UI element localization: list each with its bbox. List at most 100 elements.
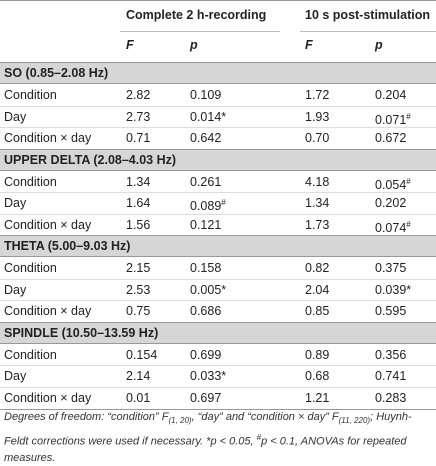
row-label: Condition <box>4 88 57 102</box>
cell: 0.595 <box>375 304 407 318</box>
cell: 2.73 <box>126 109 151 124</box>
cell: 0.699 <box>190 347 222 362</box>
footnote-text: ; Huynh-Feldt corrections were used if n… <box>4 411 412 448</box>
cell: 0.121 <box>190 217 222 232</box>
footnote: Degrees of freedom: “condition” F(1, 20)… <box>4 409 434 466</box>
section-title: THETA (5.00–9.03 Hz) <box>4 239 131 253</box>
row-label: Day <box>4 109 27 124</box>
row-label: Day <box>4 196 27 210</box>
cell: 0.71 <box>126 131 151 145</box>
cell-marker: # <box>406 176 411 186</box>
cell: 0.642 <box>190 131 222 145</box>
row-rule <box>0 213 436 215</box>
section-band <box>0 235 436 257</box>
rule <box>120 31 280 32</box>
row-label: Condition <box>4 261 57 275</box>
row-rule <box>0 365 436 366</box>
cell-marker: # <box>221 198 226 207</box>
cell: 0.70 <box>305 131 330 145</box>
cell: 0.089# <box>190 195 226 214</box>
row-label: Condition × day <box>4 390 92 405</box>
cell: 0.75 <box>126 304 151 318</box>
row-rule <box>0 300 436 301</box>
cell: 0.054# <box>375 174 411 193</box>
cell: 1.73 <box>305 217 330 232</box>
group-header: 10 s post-stimulation <box>305 8 431 22</box>
cell: 0.039* <box>375 282 412 297</box>
cell: 0.109 <box>190 88 222 102</box>
cell: 1.64 <box>126 196 151 210</box>
rule <box>300 31 436 32</box>
rule <box>0 0 436 1</box>
cell: 1.34 <box>126 174 151 189</box>
cell: 0.85 <box>305 304 330 318</box>
cell-value: 0.071 <box>375 112 407 127</box>
cell-value: 0.074 <box>375 220 407 235</box>
row-label: Condition <box>4 347 57 362</box>
cell: 0.033* <box>190 369 227 383</box>
cell: 0.697 <box>190 390 222 405</box>
row-rule <box>0 278 436 280</box>
cell: 0.074# <box>375 217 411 236</box>
section-band <box>0 321 436 344</box>
cell: 1.93 <box>305 109 330 124</box>
section-title: SPINDLE (10.50–13.59 Hz) <box>4 325 159 340</box>
cell: 1.72 <box>305 88 330 102</box>
col-header: p <box>190 38 198 52</box>
cell: 0.261 <box>190 174 222 189</box>
rule <box>0 409 436 410</box>
cell: 0.741 <box>375 369 407 383</box>
cell: 2.14 <box>126 369 151 383</box>
row-label: Day <box>4 282 27 297</box>
cell: 0.154 <box>126 347 158 362</box>
cell-marker: # <box>406 111 411 121</box>
row-label: Condition <box>4 174 57 189</box>
cell: 0.375 <box>375 261 407 275</box>
row-label: Condition × day <box>4 131 92 145</box>
footnote-sup: # <box>256 432 262 442</box>
cell-value: 0.089 <box>190 199 222 214</box>
row-rule <box>0 192 436 193</box>
section-band <box>0 62 436 84</box>
cell: 0.071# <box>375 109 411 128</box>
cell: 0.68 <box>305 369 330 383</box>
cell-marker: # <box>406 219 411 229</box>
row-rule <box>0 105 436 107</box>
cell: 0.202 <box>375 196 407 210</box>
cell: 0.005* <box>190 282 227 297</box>
row-rule <box>0 127 436 128</box>
cell: 0.672 <box>375 131 407 145</box>
cell: 2.82 <box>126 88 151 102</box>
cell: 2.04 <box>305 282 330 297</box>
section-title: UPPER DELTA (2.08–4.03 Hz) <box>4 152 177 167</box>
cell: 0.014* <box>190 109 227 124</box>
cell: 1.56 <box>126 217 151 232</box>
col-header: F <box>305 38 313 52</box>
section-title: SO (0.85–2.08 Hz) <box>4 66 109 80</box>
row-label: Condition × day <box>4 304 92 318</box>
footnote-text: , “day” and “condition × day” F <box>191 411 339 423</box>
col-header: F <box>126 38 134 52</box>
cell: 0.158 <box>190 261 222 275</box>
col-header: p <box>375 38 383 52</box>
cell: 0.01 <box>126 390 151 405</box>
cell: 0.82 <box>305 261 330 275</box>
cell: 0.283 <box>375 390 407 405</box>
cell: 0.356 <box>375 347 407 362</box>
cell: 0.686 <box>190 304 222 318</box>
cell: 2.53 <box>126 282 151 297</box>
section-band <box>0 148 436 171</box>
cell: 1.21 <box>305 390 330 405</box>
row-label: Condition × day <box>4 217 92 232</box>
cell: 2.15 <box>126 261 151 275</box>
cell-value: 0.054 <box>375 177 407 192</box>
group-header: Complete 2 h-recording <box>126 8 267 22</box>
cell: 0.89 <box>305 347 330 362</box>
footnote-sub: (1, 20) <box>168 416 192 426</box>
cell: 1.34 <box>305 196 330 210</box>
row-label: Day <box>4 369 27 383</box>
cell: 0.204 <box>375 88 407 102</box>
footnote-text: Degrees of freedom: “condition” F <box>4 411 169 423</box>
footnote-sub: (11, 220) <box>338 416 371 426</box>
